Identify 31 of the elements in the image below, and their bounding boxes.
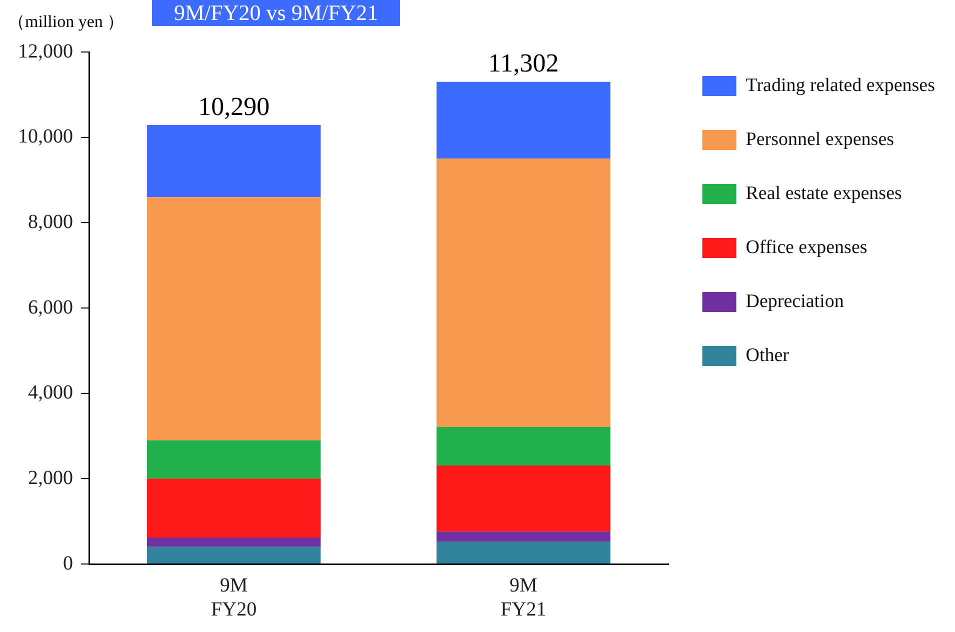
bar	[146, 546, 321, 564]
total-label: 10,290	[198, 92, 270, 121]
y-tick-label: 12,000	[18, 40, 73, 62]
y-axis-title: （million yen ）	[8, 11, 124, 33]
bar	[436, 542, 610, 564]
y-tick-label: 4,000	[28, 382, 73, 404]
bar	[436, 82, 610, 159]
legend-label: Office expenses	[746, 236, 868, 258]
bar	[146, 197, 321, 440]
legend-label: Real estate expenses	[746, 182, 902, 204]
bar	[436, 465, 610, 532]
bar	[436, 158, 610, 428]
bar	[146, 124, 321, 198]
legend-label: Depreciation	[746, 290, 844, 312]
chart-title: 9M/FY20 vs 9M/FY21	[152, 0, 400, 26]
bar	[146, 440, 321, 479]
y-tick-label: 10,000	[18, 126, 73, 148]
y-tick-label: 6,000	[28, 296, 73, 318]
bar	[146, 538, 321, 547]
y-tick-label: 0	[63, 552, 73, 574]
x-tick-label: 9M FY21	[500, 574, 546, 620]
y-tick-label: 8,000	[28, 210, 73, 233]
legend-label: Other	[746, 344, 790, 366]
total-label: 11,302	[488, 48, 559, 78]
x-tick-label: 9M FY20	[211, 574, 257, 620]
legend-label: Trading related expenses	[746, 74, 935, 96]
bar	[436, 532, 610, 542]
y-tick-label: 2,000	[28, 466, 73, 489]
bar	[146, 478, 321, 538]
legend-label: Personnel expenses	[746, 128, 894, 150]
bar	[436, 427, 610, 466]
